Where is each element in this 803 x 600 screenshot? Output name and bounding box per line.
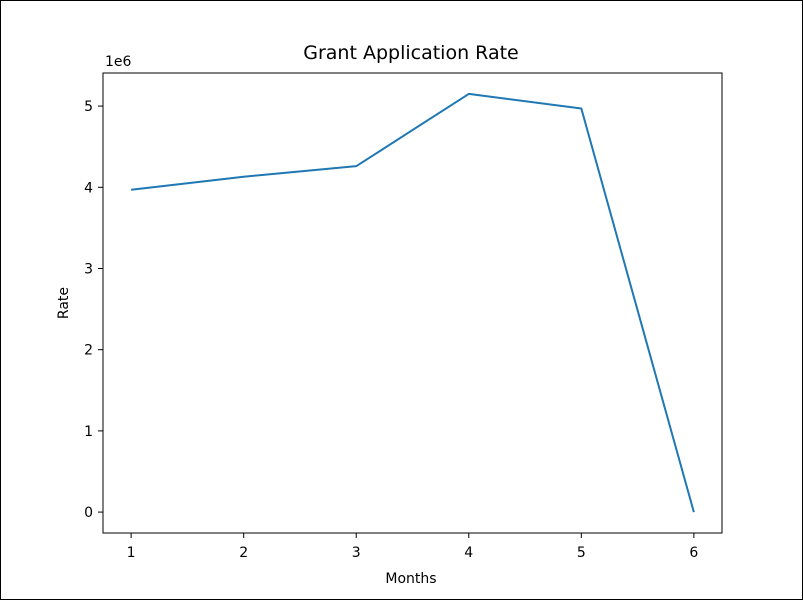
x-tick-label: 2 bbox=[239, 545, 248, 561]
y-tick-label: 3 bbox=[84, 261, 93, 277]
plot-area-frame bbox=[102, 72, 723, 534]
x-ticks-layer: 1 2 3 4 5 6 bbox=[127, 533, 698, 561]
x-axis-label: Months bbox=[385, 571, 436, 587]
x-tick-label: 5 bbox=[577, 545, 586, 561]
y-tick-label: 4 bbox=[84, 180, 93, 196]
y-tick-label: 5 bbox=[84, 99, 93, 115]
chart-title: Grant Application Rate bbox=[303, 42, 518, 64]
x-tick-label: 4 bbox=[464, 545, 473, 561]
y-axis-offset-label: 1e6 bbox=[105, 54, 132, 70]
y-tick-label: 1 bbox=[84, 424, 93, 440]
x-tick-label: 3 bbox=[352, 545, 361, 561]
x-tick-label: 1 bbox=[127, 545, 136, 561]
y-axis-label: Rate bbox=[56, 287, 72, 319]
y-tick-label: 2 bbox=[84, 343, 93, 359]
series-line-0 bbox=[131, 92, 695, 513]
series-layer bbox=[131, 92, 695, 513]
y-ticks-layer: 0 1 2 3 4 5 bbox=[84, 99, 103, 521]
y-tick-label: 0 bbox=[84, 505, 93, 521]
x-tick-label: 6 bbox=[689, 545, 698, 561]
